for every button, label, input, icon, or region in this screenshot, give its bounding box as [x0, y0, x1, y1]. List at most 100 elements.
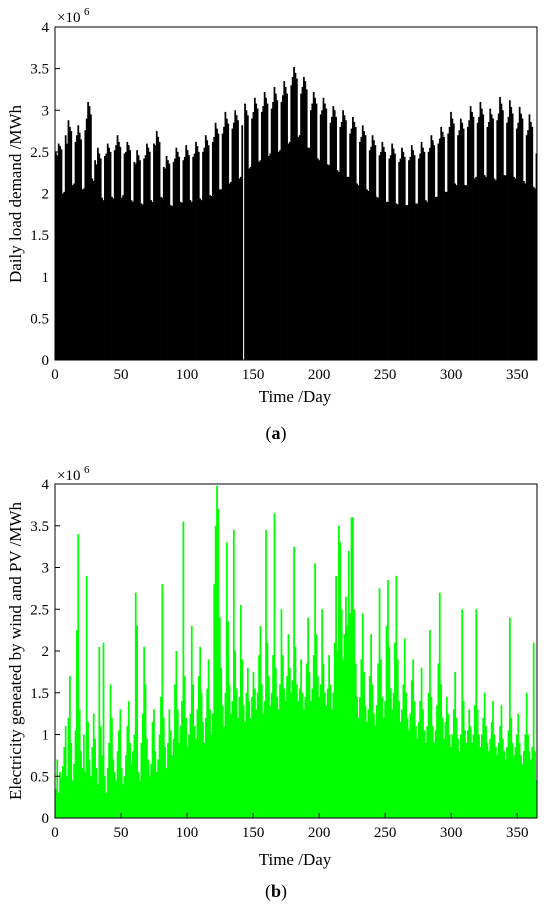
bar-day-157 — [273, 513, 276, 818]
y-tick-label: 2.5 — [30, 602, 49, 618]
axes-a: 0 50 100 150 200 250 300 350 0 0.5 1 1.5 2 2.5 3 3.5 4 — [30, 20, 538, 383]
bar-day-123 — [225, 118, 228, 360]
bar-day-3 — [57, 792, 60, 818]
bar-day-258 — [415, 203, 417, 360]
bar-day-167 — [287, 634, 290, 818]
bar-day-247 — [399, 721, 402, 818]
bar-day-98 — [190, 625, 193, 818]
axes-b: 0 50 100 150 200 250 300 350 0 0.5 1 1.5 2 2.5 3 3.5 4 — [30, 477, 538, 841]
bar-day-227 — [371, 135, 374, 360]
bar-day-315 — [494, 180, 497, 360]
bar-day-303 — [478, 116, 480, 360]
bar-day-142 — [252, 671, 255, 819]
bar-day-259 — [416, 203, 419, 360]
bar-day-34 — [101, 755, 103, 819]
bar-day-216 — [356, 183, 358, 360]
bar-day-74 — [157, 136, 160, 360]
bar-day-116 — [216, 128, 218, 360]
bar-day-317 — [497, 742, 500, 818]
bar-day-57 — [133, 161, 136, 360]
bar-day-342 — [532, 642, 535, 818]
bar-day-59 — [136, 150, 139, 360]
x-axis-label-b: Time /Day — [259, 850, 332, 869]
bar-day-80 — [165, 767, 168, 818]
bar-day-8 — [64, 726, 67, 818]
bars-b — [55, 485, 538, 819]
bar-day-218 — [359, 141, 361, 360]
bar-day-74 — [157, 759, 160, 818]
bar-day-232 — [378, 588, 381, 819]
y-tick-label: 1.5 — [30, 686, 49, 702]
bar-day-97 — [189, 200, 192, 360]
bar-day-335 — [522, 181, 525, 360]
bar-day-313 — [492, 701, 494, 818]
bar-day-281 — [447, 133, 450, 360]
bar-day-248 — [401, 709, 403, 818]
bar-day-55 — [130, 763, 133, 818]
y-multiplier-exp-b: 6 — [84, 464, 90, 476]
bar-day-206 — [342, 110, 344, 360]
bar-day-48 — [120, 767, 123, 818]
bar-day-260 — [417, 721, 420, 818]
bar-day-229 — [374, 726, 377, 818]
bar-day-302 — [476, 122, 479, 361]
bar-day-76 — [160, 696, 162, 818]
bar-day-24 — [87, 101, 89, 361]
bar-day-170 — [291, 680, 294, 818]
bar-day-200 — [333, 110, 336, 360]
bar-day-139 — [248, 168, 251, 360]
bar-day-283 — [450, 111, 452, 360]
bar-day-38 — [106, 143, 109, 360]
bar-day-82 — [168, 709, 171, 818]
bar-day-160 — [277, 151, 280, 361]
bar-day-301 — [475, 609, 478, 818]
bar-day-309 — [486, 126, 489, 361]
bar-day-174 — [297, 701, 300, 818]
bar-day-9 — [66, 776, 68, 818]
bar-day-190 — [319, 684, 322, 818]
bar-day-173 — [296, 684, 298, 818]
bar-day-176 — [300, 659, 302, 818]
bar-day-203 — [338, 171, 340, 360]
bar-day-282 — [448, 126, 451, 361]
bar-day-185 — [312, 655, 315, 818]
bar-day-269 — [430, 135, 433, 360]
bar-day-326 — [510, 106, 513, 360]
panel-a: 0 50 100 150 200 250 300 350 0 0.5 1 1.5 2 2.5 3 3.5 4 ×… — [6, 6, 538, 444]
bar-day-12 — [70, 742, 73, 818]
bar-day-136 — [244, 721, 246, 818]
bar-day-288 — [457, 135, 459, 360]
bar-day-170 — [291, 76, 294, 360]
bar-day-293 — [464, 730, 466, 818]
bar-day-306 — [482, 717, 485, 818]
bar-day-236 — [384, 701, 387, 818]
bar-day-154 — [269, 705, 272, 818]
bar-day-58 — [134, 163, 137, 360]
bar-day-20 — [81, 767, 84, 818]
bar-day-117 — [217, 133, 220, 360]
bar-day-110 — [207, 659, 210, 818]
bar-day-35 — [102, 200, 105, 360]
bar-day-81 — [167, 160, 169, 360]
bar-day-338 — [527, 130, 529, 360]
bar-day-83 — [169, 730, 172, 818]
bar-day-37 — [105, 153, 108, 360]
bar-day-291 — [461, 609, 464, 818]
bar-day-113 — [211, 713, 214, 819]
bar-day-16 — [76, 135, 78, 360]
bar-day-308 — [485, 726, 487, 818]
bar-day-253 — [408, 160, 410, 360]
bar-day-341 — [531, 747, 534, 818]
bar-day-95 — [186, 150, 189, 360]
bar-day-198 — [331, 116, 333, 360]
bar-day-156 — [272, 655, 274, 818]
bar-day-69 — [150, 763, 153, 818]
bar-day-343 — [534, 751, 536, 818]
bar-day-50 — [123, 153, 126, 360]
bar-day-209 — [346, 625, 349, 818]
bar-day-305 — [480, 108, 483, 360]
bar-day-161 — [279, 684, 281, 818]
bar-day-136 — [244, 103, 246, 360]
bar-day-310 — [487, 751, 490, 818]
bar-day-107 — [203, 147, 206, 360]
